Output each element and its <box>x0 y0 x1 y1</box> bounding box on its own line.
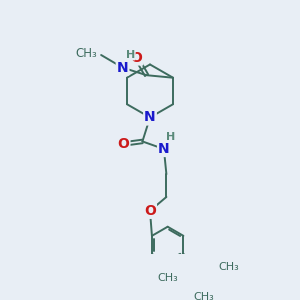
Text: CH₃: CH₃ <box>76 47 97 60</box>
Text: CH₃: CH₃ <box>193 292 214 300</box>
Text: N: N <box>144 110 156 124</box>
Text: O: O <box>118 137 129 151</box>
Text: H: H <box>166 132 175 142</box>
Text: N: N <box>117 61 128 75</box>
Text: CH₃: CH₃ <box>158 273 178 283</box>
Text: O: O <box>130 50 142 64</box>
Text: O: O <box>144 204 156 218</box>
Text: N: N <box>158 142 170 156</box>
Text: CH₃: CH₃ <box>218 262 239 272</box>
Text: H: H <box>125 50 135 59</box>
